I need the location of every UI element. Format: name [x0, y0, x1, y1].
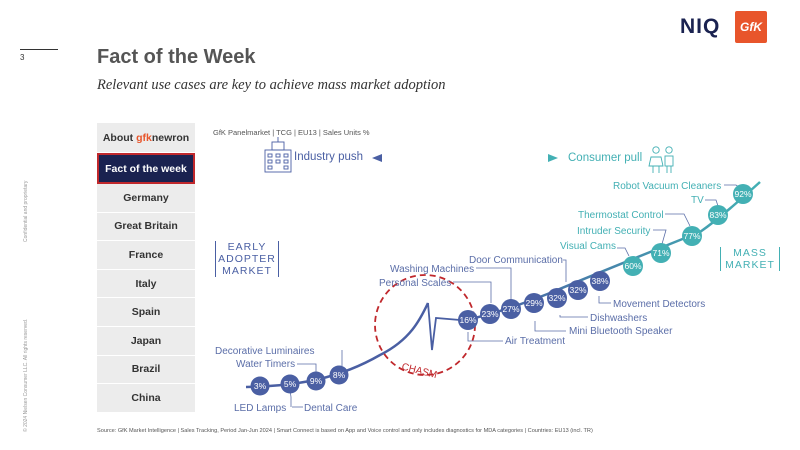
data-point	[329, 365, 349, 385]
category-label: Thermostat Control	[578, 210, 664, 221]
category-label: Visual Cams	[560, 241, 616, 252]
nav-item-great-britain[interactable]: Great Britain	[97, 212, 195, 242]
category-label: TV	[691, 195, 704, 206]
data-point-label: 5%	[284, 379, 297, 389]
data-point-label: 32%	[548, 293, 565, 303]
nav-about-prefix: About	[102, 131, 137, 144]
page-number-rule	[20, 49, 58, 50]
data-points: 3% 5% 9% 8% 16% 23% 27% 29% 32% 32% 38% …	[250, 184, 753, 396]
data-point	[501, 299, 521, 319]
category-label: Dental Care	[304, 403, 358, 414]
data-point-label: 71%	[652, 248, 669, 258]
nav-item-germany[interactable]: Germany	[97, 184, 195, 213]
category-label: Air Treatment	[505, 336, 565, 347]
nav-item-about[interactable]: About gfk newron	[97, 123, 195, 153]
sidebar-nav: About gfk newron Fact of the week Germany…	[97, 123, 195, 413]
gfk-logo-text: GfK	[740, 20, 762, 34]
data-point	[458, 310, 478, 330]
chasm-label: CHASM	[400, 362, 438, 381]
page-number: 3	[20, 53, 25, 62]
mass-market-line-1: MASS	[733, 247, 767, 259]
niq-logo: NIQ	[680, 15, 720, 39]
data-point	[682, 226, 702, 246]
category-label: Robot Vacuum Cleaners	[613, 181, 721, 192]
nav-item-fact-of-the-week[interactable]: Fact of the week	[97, 153, 195, 184]
data-point-label: 77%	[683, 231, 700, 241]
category-labels: LED Lamps Dental Care Water Timers Decor…	[215, 181, 721, 414]
mass-market-line-2: MARKET	[725, 259, 775, 271]
data-point	[280, 374, 300, 394]
category-label: Door Communication	[469, 255, 563, 266]
leader-lines	[289, 184, 740, 408]
category-label: LED Lamps	[234, 403, 286, 414]
category-label: Decorative Luminaires	[215, 346, 315, 357]
gfk-logo: GfK	[735, 11, 767, 43]
consumer-pull-label: Consumer pull	[568, 152, 643, 164]
data-point-label: 92%	[734, 189, 751, 199]
category-label: Movement Detectors	[613, 299, 705, 310]
nav-about-brand-gfk: gfk	[136, 131, 152, 144]
data-point-label: 38%	[591, 276, 608, 286]
data-point	[306, 371, 326, 391]
early-adopter-line-2: ADOPTER	[218, 253, 276, 265]
category-label: Mini Bluetooth Speaker	[569, 326, 673, 337]
niq-logo-text: NIQ	[680, 15, 721, 38]
data-point-label: 9%	[310, 376, 323, 386]
data-point-label: 60%	[624, 261, 641, 271]
data-point-label: 27%	[502, 304, 519, 314]
data-point	[524, 293, 544, 313]
data-point	[651, 243, 671, 263]
early-adopter-line-3: MARKET	[222, 265, 272, 277]
data-point	[250, 376, 270, 396]
category-label: Dishwashers	[590, 313, 647, 324]
mass-market-box: MASS MARKET	[720, 247, 780, 271]
data-point	[480, 304, 500, 324]
data-point-label: 29%	[525, 298, 542, 308]
data-point	[708, 205, 728, 225]
nav-item-brazil[interactable]: Brazil	[97, 355, 195, 385]
nav-item-spain[interactable]: Spain	[97, 298, 195, 327]
data-point	[623, 256, 643, 276]
nav-item-china[interactable]: China	[97, 384, 195, 413]
push-arrow-head	[372, 154, 382, 162]
panel-label: GfK Panelmarket | TCG | EU13 | Sales Uni…	[213, 128, 370, 137]
nav-item-italy[interactable]: Italy	[97, 269, 195, 299]
page-subtitle: Relevant use cases are key to achieve ma…	[97, 77, 446, 93]
early-adopter-line-1: EARLY	[227, 241, 267, 253]
category-label: Intruder Security	[577, 226, 650, 237]
data-point	[547, 288, 567, 308]
data-point-label: 23%	[481, 309, 498, 319]
building-icon	[264, 137, 292, 173]
category-label: Personal Scales	[379, 278, 451, 289]
data-point-label: 16%	[459, 315, 476, 325]
early-adopter-box: EARLY ADOPTER MARKET	[215, 241, 279, 277]
pull-arrow-head	[548, 154, 558, 162]
nav-item-japan[interactable]: Japan	[97, 326, 195, 356]
source-note: Source: GfK Market Intelligence | Sales …	[97, 428, 593, 434]
page-title: Fact of the Week	[97, 46, 256, 68]
data-point-label: 3%	[254, 381, 267, 391]
data-point	[733, 184, 753, 204]
industry-push-label: Industry push	[294, 151, 364, 163]
nav-item-france[interactable]: France	[97, 241, 195, 270]
data-point-label: 8%	[333, 370, 346, 380]
category-label: Water Timers	[236, 359, 295, 370]
data-point-label: 83%	[709, 210, 726, 220]
data-point-label: 32%	[569, 285, 586, 295]
category-label: Washing Machines	[390, 264, 474, 275]
data-point	[568, 280, 588, 300]
chasm-gap	[427, 302, 461, 351]
data-point	[590, 271, 610, 291]
people-icon	[648, 146, 674, 173]
nav-about-brand-rest: newron	[151, 131, 190, 144]
